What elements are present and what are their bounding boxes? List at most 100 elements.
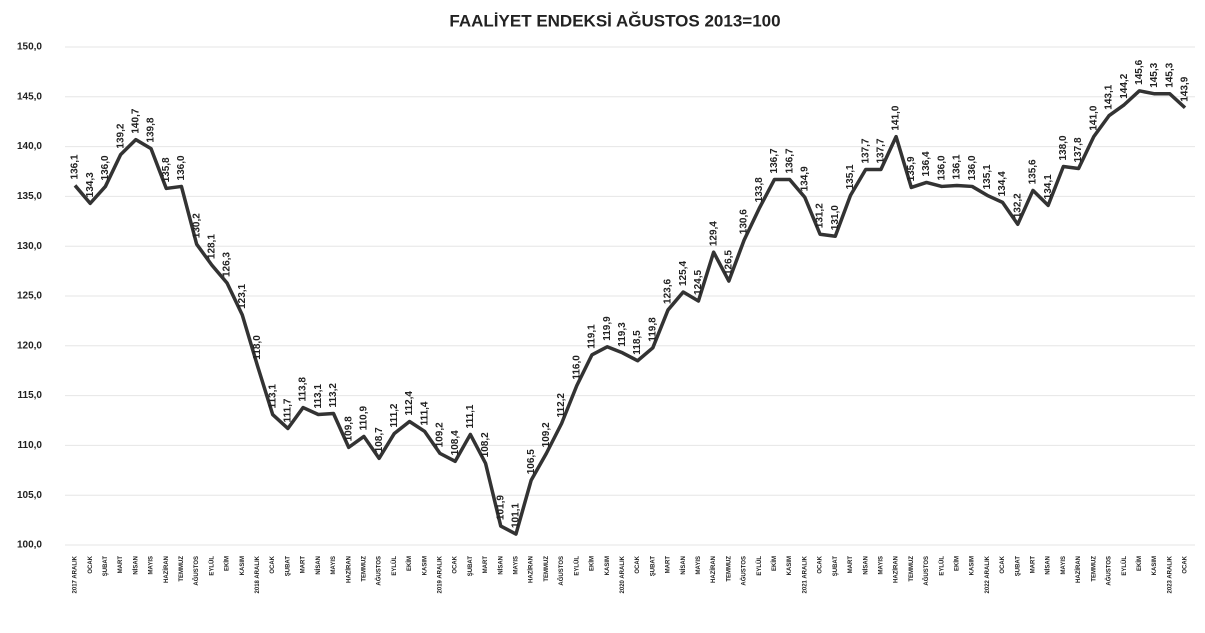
data-label: 119,9	[602, 316, 613, 341]
x-tick-label: 2017 ARALIK	[73, 555, 79, 593]
data-label: 138,0	[1058, 135, 1069, 160]
x-tick-label: MART	[118, 556, 124, 574]
data-label: 141,0	[891, 105, 902, 130]
data-label: 106,5	[526, 449, 537, 474]
y-tick-label: 140,0	[17, 141, 42, 152]
data-label: 136,0	[100, 155, 111, 180]
data-label: 101,9	[495, 495, 506, 520]
data-label: 136,1	[70, 154, 81, 179]
data-label: 111,2	[389, 403, 400, 427]
data-label: 131,2	[815, 203, 826, 228]
x-tick-label: KASIM	[605, 556, 611, 575]
x-tick-label: MAYIS	[514, 556, 520, 574]
data-label: 108,4	[450, 430, 461, 455]
data-label: 139,8	[146, 117, 157, 142]
data-label: 140,7	[130, 108, 141, 133]
data-label: 135,1	[845, 164, 856, 189]
x-tick-label: MART	[483, 556, 489, 574]
data-label: 113,2	[328, 383, 339, 408]
data-label: 118,5	[632, 330, 643, 355]
data-label: 119,8	[647, 317, 658, 342]
data-label: 116,0	[571, 355, 582, 380]
data-label: 126,3	[222, 252, 233, 277]
data-label: 139,2	[115, 123, 126, 148]
data-label: 136,1	[952, 154, 963, 179]
y-tick-label: 150,0	[17, 42, 42, 53]
x-tick-label: ŞUBAT	[285, 556, 291, 577]
x-tick-label: EYLÜL	[208, 556, 215, 576]
data-label: 110,9	[359, 406, 370, 431]
data-label: 101,1	[511, 503, 522, 528]
x-tick-label: TEMMUZ	[1091, 556, 1097, 582]
data-label: 119,3	[617, 322, 628, 347]
data-label: 113,1	[267, 384, 278, 409]
data-label: 111,7	[283, 398, 294, 422]
data-label: 134,1	[1043, 174, 1054, 199]
x-tick-label: HAZİRAN	[163, 556, 170, 583]
x-tick-label: EKİM	[224, 556, 231, 571]
x-tick-label: OCAK	[1183, 555, 1189, 573]
x-tick-label: EYLÜL	[938, 556, 945, 576]
x-tick-label: OCAK	[635, 555, 641, 573]
data-label: 134,9	[800, 166, 811, 191]
x-tick-label: KASIM	[240, 556, 246, 575]
x-tick-label: 2022 ARALIK	[985, 555, 991, 593]
data-label: 113,1	[313, 384, 324, 409]
data-label: 137,7	[876, 138, 887, 163]
x-tick-label: ŞUBAT	[468, 556, 474, 577]
x-tick-label: HAZİRAN	[528, 556, 535, 583]
x-tick-label: EKİM	[953, 556, 960, 571]
y-tick-label: 100,0	[17, 540, 42, 551]
x-tick-label: TEMMUZ	[179, 556, 185, 582]
data-label: 118,0	[252, 335, 263, 360]
data-label: 136,0	[176, 155, 187, 180]
x-tick-label: MAYIS	[696, 556, 702, 574]
data-label: 109,2	[541, 422, 552, 447]
data-label: 111,1	[465, 404, 476, 428]
x-tick-label: AĞUSTOS	[557, 556, 565, 586]
x-tick-label: ŞUBAT	[103, 556, 109, 577]
x-tick-label: EYLÜL	[756, 556, 763, 576]
x-tick-label: OCAK	[88, 555, 94, 573]
x-tick-label: KASIM	[1152, 556, 1158, 575]
data-label: 143,1	[1104, 84, 1115, 109]
data-label: 113,8	[298, 377, 309, 402]
line	[73, 89, 1187, 536]
x-tick-label: MART	[301, 556, 307, 574]
data-label: 111,4	[419, 401, 430, 425]
y-tick-label: 120,0	[17, 340, 42, 351]
data-label: 135,6	[1028, 159, 1039, 184]
x-tick-label: NİSAN	[132, 556, 139, 575]
y-tick-label: 115,0	[18, 390, 43, 401]
x-tick-label: TEMMUZ	[909, 556, 915, 582]
y-tick-label: 130,0	[17, 241, 42, 252]
x-tick-label: HAZİRAN	[345, 556, 352, 583]
x-tick-label: MART	[1031, 556, 1037, 574]
x-tick-label: ŞUBAT	[650, 556, 656, 577]
x-tick-label: NİSAN	[1045, 556, 1052, 575]
data-label: 112,2	[556, 393, 567, 418]
data-label: 134,4	[997, 171, 1008, 196]
x-tick-label: TEMMUZ	[544, 556, 550, 582]
data-label: 135,8	[161, 157, 172, 182]
data-label: 123,6	[663, 278, 674, 303]
data-label: 145,6	[1134, 59, 1145, 84]
x-tick-label: TEMMUZ	[361, 556, 367, 582]
x-tick-label: EKİM	[589, 556, 596, 571]
data-label: 129,4	[708, 221, 719, 246]
x-tick-label: 2019 ARALIK	[438, 555, 444, 593]
x-tick-label: OCAK	[1000, 555, 1006, 573]
data-label: 145,3	[1164, 62, 1175, 87]
data-label: 126,5	[723, 250, 734, 275]
y-tick-label: 125,0	[17, 291, 42, 302]
data-label: 130,6	[739, 209, 750, 234]
x-tick-label: 2020 ARALIK	[620, 555, 626, 593]
x-tick-label: 2018 ARALIK	[255, 555, 261, 593]
x-tick-label: MART	[848, 556, 854, 574]
x-tick-label: EKİM	[1136, 556, 1143, 571]
data-label: 112,4	[404, 391, 415, 416]
y-tick-label: 135,0	[17, 191, 42, 202]
x-tick-label: ŞUBAT	[833, 556, 839, 577]
data-label: 133,8	[754, 177, 765, 202]
x-tick-label: NİSAN	[315, 556, 322, 575]
